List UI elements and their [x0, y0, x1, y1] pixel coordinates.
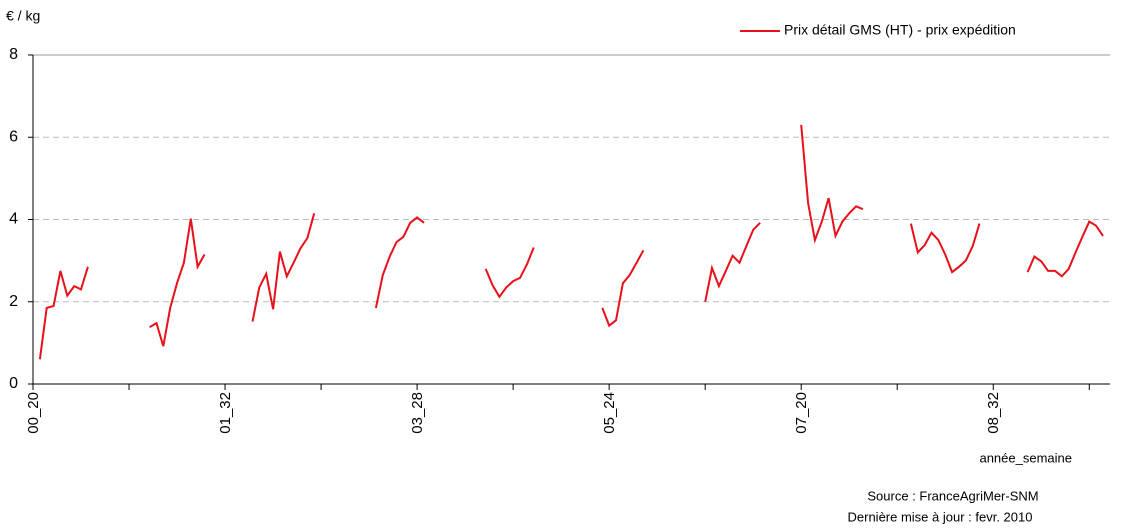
update-note: Dernière mise à jour : fevr. 2010	[848, 509, 1033, 524]
y-axis-label: € / kg	[6, 8, 40, 24]
x-axis-label: année_semaine	[979, 450, 1072, 465]
series-line	[38, 124, 1104, 360]
x-tick-label: 07_20	[793, 392, 810, 434]
x-tick-label: 01_32	[217, 392, 234, 434]
legend-label: Prix détail GMS (HT) - prix expédition	[784, 22, 1016, 38]
y-tick-label: 4	[9, 211, 18, 228]
source-note: Source : FranceAgriMer-SNM	[867, 488, 1038, 503]
x-tick-label: 05_24	[601, 392, 618, 434]
y-tick-label: 2	[9, 293, 18, 310]
x-tick-label: 08_32	[985, 392, 1002, 434]
y-tick-label: 0	[9, 375, 18, 392]
x-tick-label: 00_20	[25, 392, 42, 434]
y-tick-label: 6	[9, 128, 18, 145]
x-tick-label: 03_28	[409, 392, 426, 434]
y-tick-label: 8	[9, 46, 18, 63]
